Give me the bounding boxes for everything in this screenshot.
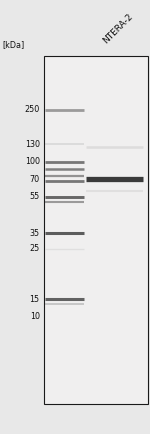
Text: 100: 100 bbox=[25, 157, 40, 166]
Text: 35: 35 bbox=[30, 229, 40, 237]
FancyBboxPatch shape bbox=[44, 56, 148, 404]
Text: NTERA-2: NTERA-2 bbox=[102, 12, 135, 46]
Text: 130: 130 bbox=[25, 140, 40, 149]
Text: 10: 10 bbox=[30, 312, 40, 321]
Text: 15: 15 bbox=[30, 295, 40, 304]
Text: 250: 250 bbox=[24, 105, 40, 114]
Text: 25: 25 bbox=[30, 244, 40, 253]
Text: [kDa]: [kDa] bbox=[2, 40, 24, 49]
Text: 70: 70 bbox=[30, 174, 40, 184]
Text: 55: 55 bbox=[30, 192, 40, 201]
